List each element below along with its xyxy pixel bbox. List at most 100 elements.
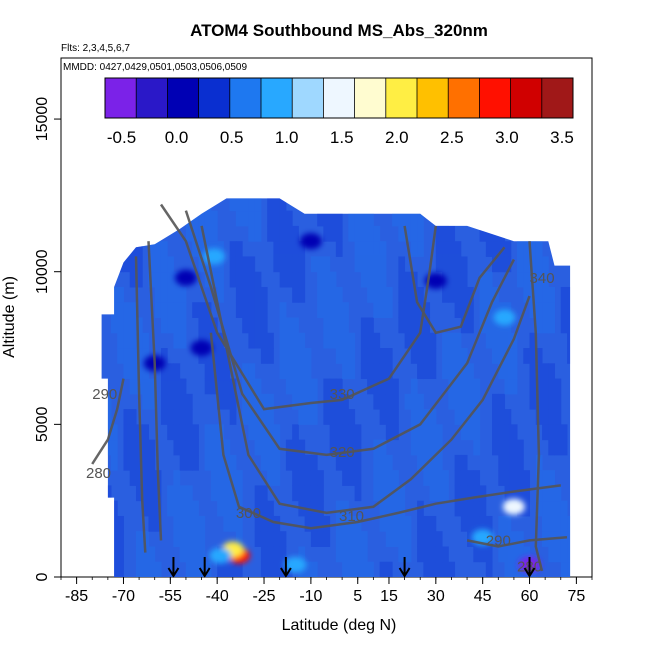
heatmap-cell	[254, 485, 262, 502]
heatmap-cell	[110, 302, 118, 318]
heatmap-cell	[398, 225, 406, 242]
heatmap-cell	[192, 302, 199, 318]
heatmap-cell	[554, 378, 562, 395]
heatmap-cell	[554, 546, 562, 563]
heatmap-cell	[542, 500, 549, 517]
heatmap-cell	[473, 210, 481, 227]
heatmap-cell	[179, 393, 187, 410]
heatmap-cell	[329, 210, 337, 227]
heatmap-cell	[273, 454, 281, 471]
heatmap-cell	[229, 409, 237, 425]
heatmap-cell	[404, 393, 412, 410]
heatmap-cell	[473, 409, 481, 425]
heatmap-cell	[129, 332, 137, 349]
heatmap-cell	[260, 393, 268, 410]
heatmap-cell	[354, 515, 362, 532]
heatmap-cell	[529, 302, 537, 318]
heatmap-cell	[323, 225, 331, 242]
heatmap-cell	[567, 241, 571, 257]
heatmap-cell	[160, 363, 168, 380]
heatmap-cell	[135, 546, 143, 563]
heatmap-cell	[148, 225, 156, 242]
heatmap-cell	[204, 439, 212, 456]
heatmap-cell	[360, 210, 368, 227]
heatmap-cell	[510, 424, 518, 441]
heatmap-cell	[179, 424, 187, 441]
heatmap-cell	[379, 302, 387, 318]
heatmap-cell	[292, 225, 299, 242]
heatmap-cell	[304, 454, 312, 471]
heatmap-cell	[410, 198, 418, 212]
heatmap-cell	[448, 332, 456, 349]
heatmap-cell	[173, 424, 181, 441]
heatmap-cell	[229, 198, 237, 212]
heatmap-cell	[323, 198, 331, 212]
heatmap-cell	[492, 332, 499, 349]
heatmap-cell	[279, 531, 287, 547]
heatmap-cell	[385, 500, 393, 517]
heatmap-cell	[179, 439, 187, 456]
heatmap-cell	[410, 409, 418, 425]
heatmap-cell	[467, 485, 474, 502]
heatmap-cell	[410, 225, 418, 242]
heatmap-cell	[485, 210, 493, 227]
heatmap-cell	[398, 198, 406, 212]
contour-line	[159, 203, 438, 411]
heatmap-cell	[467, 393, 474, 410]
heatmap-hotspot	[209, 547, 232, 564]
heatmap-cell	[379, 286, 387, 303]
heatmap-cell	[373, 363, 381, 380]
heatmap-cell	[479, 546, 487, 563]
heatmap-cell	[317, 531, 324, 547]
heatmap-cell	[379, 348, 387, 364]
heatmap-cell	[479, 225, 487, 242]
y-axis: 0 5000 10000 15000	[34, 97, 61, 581]
heatmap-cell	[329, 317, 337, 334]
heatmap-cell	[567, 531, 571, 547]
heatmap-cell	[217, 271, 224, 288]
heatmap-cell	[104, 210, 112, 227]
heatmap-cell	[498, 348, 506, 364]
heatmap-cell	[198, 317, 206, 334]
heatmap-cell	[535, 241, 543, 257]
heatmap-cell	[542, 409, 549, 425]
heatmap-cell	[142, 470, 149, 486]
heatmap-cell	[104, 561, 112, 577]
heatmap-cell	[129, 210, 137, 227]
heatmap-cell	[248, 363, 256, 380]
heatmap-cell	[442, 241, 449, 257]
heatmap-cell	[267, 225, 274, 242]
heatmap-cell	[398, 317, 406, 334]
heatmap-cell	[423, 470, 431, 486]
heatmap-cell	[179, 378, 187, 395]
contour-label: 330	[330, 386, 355, 403]
heatmap-cell	[517, 225, 524, 242]
heatmap-cell	[285, 241, 293, 257]
heatmap-cell	[504, 241, 512, 257]
heatmap-cell	[110, 531, 118, 547]
heatmap-cell	[335, 302, 343, 318]
heatmap-cell	[460, 454, 468, 471]
heatmap-cell	[360, 271, 368, 288]
heatmap-cell	[467, 470, 474, 486]
heatmap-cell	[492, 225, 499, 242]
heatmap-cell	[235, 241, 243, 257]
heatmap-cell	[135, 531, 143, 547]
heatmap-cell	[173, 531, 181, 547]
heatmap-cell	[235, 256, 243, 273]
heatmap-cell	[248, 332, 256, 349]
heatmap-cell	[323, 256, 331, 273]
heatmap-cell	[485, 332, 493, 349]
heatmap-cell	[498, 531, 506, 547]
heatmap-cell	[535, 378, 543, 395]
heatmap-cell	[542, 286, 549, 303]
heatmap-cell	[510, 439, 518, 456]
heatmap-cell	[217, 470, 224, 486]
heatmap-cell	[385, 454, 393, 471]
heatmap-cell	[398, 485, 406, 502]
heatmap-cell	[260, 317, 268, 334]
heatmap-cell	[385, 485, 393, 502]
heatmap-cell	[179, 409, 187, 425]
heatmap-cell	[467, 302, 474, 318]
heatmap-cell	[417, 332, 424, 349]
